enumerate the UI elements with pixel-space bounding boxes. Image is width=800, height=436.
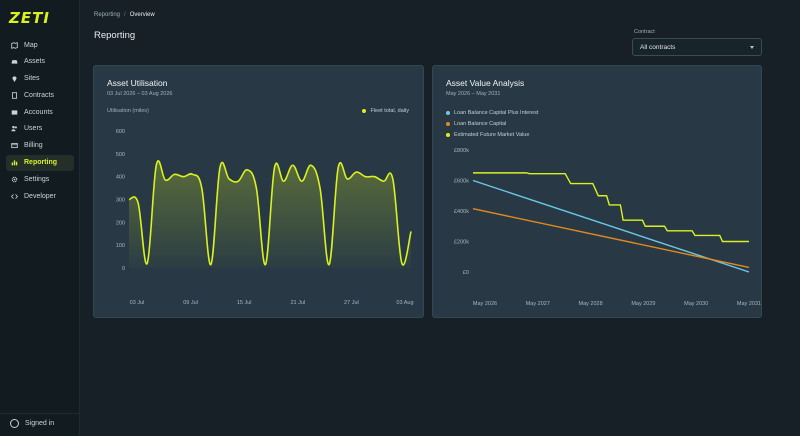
value-analysis-chart: £800k £600k £400k £200k £0 May 2026 May 2027 Ma… [454,148,761,307]
x-tick-label: May 2026 [473,301,497,307]
utilisation-chart: 600 500 400 300 200 100 0 03 Jul 09 Jul 15 Jul 21 … [116,129,414,306]
breadcrumb-parent[interactable]: Reporting [94,12,121,18]
sidebar-item-assets[interactable]: Assets [6,54,74,70]
gear-icon [11,176,18,183]
breadcrumb: Reporting / Overview [94,12,155,18]
x-tick-label: May 2030 [684,301,708,307]
sidebar-item-label: Map [24,41,38,49]
page-title: Reporting [94,30,136,41]
y-tick-label: 100 [116,243,125,249]
contract-select[interactable]: All contracts [632,38,762,56]
signed-in-button[interactable]: Signed in [10,419,54,428]
y-tick-label: £200k [454,240,469,246]
sidebar-item-label: Users [24,125,43,133]
contract-selected-value: All contracts [640,43,676,51]
users-icon [11,125,18,132]
card-subtitle: 03 Jul 2026 – 03 Aug 2026 [107,91,173,97]
chart-legend: Loan Balance Capital Plus Interest Loan … [446,107,538,140]
x-tick-label: 03 Aug [396,300,413,306]
sidebar-item-sites[interactable]: Sites [6,71,74,87]
card-title: Asset Utilisation [107,78,168,88]
sidebar-item-label: Contracts [24,91,54,99]
legend-label: Loan Balance Capital Plus Interest [454,109,539,116]
breadcrumb-separator: / [124,12,126,18]
legend-item[interactable]: Fleet total, daily [362,108,409,114]
x-tick-label: May 2027 [526,301,550,307]
sidebar-item-label: Settings [24,175,50,183]
legend-item[interactable]: Loan Balance Capital Plus Interest [446,107,538,118]
y-tick-label: 0 [122,266,125,272]
code-icon [11,193,18,200]
legend-dot-icon [446,132,450,137]
sidebar-item-accounts[interactable]: Accounts [6,104,74,120]
x-tick-label: 15 Jul [237,300,252,306]
sidebar-item-label: Reporting [24,159,58,167]
contract-label: Contract [634,29,655,35]
sidebar-item-users[interactable]: Users [6,121,74,137]
sidebar-item-label: Accounts [24,108,53,116]
y-axis-label: Utilisation (miles) [107,108,149,114]
sidebar: ZETI Map Assets Sites Contracts Accounts… [0,0,80,436]
sidebar-item-label: Assets [24,58,46,66]
y-tick-label: 200 [116,220,125,226]
y-tick-label: 500 [116,152,125,158]
sidebar-item-settings[interactable]: Settings [6,171,74,187]
legend-dot-icon [446,110,450,115]
card-icon [11,109,18,116]
y-tick-label: 300 [116,198,125,204]
card-subtitle: May 2026 – May 2031 [446,91,501,97]
asset-utilisation-card: Asset Utilisation 03 Jul 2026 – 03 Aug 2… [93,65,424,318]
utilisation-line [128,160,412,266]
legend-label: Loan Balance Capital [454,120,507,127]
map-icon [11,41,18,49]
legend-label: Fleet total, daily [370,108,409,114]
billing-icon [11,142,18,149]
x-tick-label: 27 Jul [344,300,359,306]
asset-value-analysis-card: Asset Value Analysis May 2026 – May 2031… [432,65,762,318]
sidebar-divider [0,413,80,414]
x-tick-label: 03 Jul [130,300,145,306]
user-avatar-icon [10,419,19,428]
y-tick-label: 400 [116,175,125,181]
y-tick-label: £600k [454,179,469,185]
breadcrumb-current: Overview [129,12,155,18]
x-tick-label: 09 Jul [183,300,198,306]
chevron-down-icon [750,45,754,49]
legend-dot-icon [362,109,367,113]
x-tick-label: May 2029 [631,301,655,307]
x-tick-label: May 2031 [737,301,761,307]
pin-icon [11,75,18,83]
sidebar-item-label: Billing [24,142,43,150]
sidebar-item-reporting[interactable]: Reporting [6,154,74,171]
y-tick-label: 600 [116,129,125,135]
car-icon [11,58,18,65]
sidebar-item-label: Developer [24,192,56,200]
y-tick-label: £400k [454,209,469,215]
loan-capital-line [472,208,750,269]
legend-item[interactable]: Loan Balance Capital [446,118,538,129]
sidebar-item-developer[interactable]: Developer [6,188,74,204]
legend-item[interactable]: Estimated Future Market Value [446,129,538,140]
sidebar-item-label: Sites [24,75,40,83]
signed-in-label: Signed in [25,420,55,427]
y-tick-label: £800k [454,148,469,154]
legend-dot-icon [446,121,450,126]
sidebar-item-map[interactable]: Map [6,37,74,53]
card-title: Asset Value Analysis [446,78,525,88]
x-tick-label: 21 Jul [290,300,305,306]
x-tick-label: May 2028 [579,301,603,307]
sidebar-item-billing[interactable]: Billing [6,138,74,154]
loan-capital-plus-interest-line [472,179,750,273]
zeti-logo[interactable]: ZETI [9,9,50,27]
legend-label: Estimated Future Market Value [454,131,530,138]
document-icon [11,92,18,99]
sidebar-nav: Map Assets Sites Contracts Accounts User… [6,37,74,205]
y-tick-label: £0 [463,270,469,276]
sidebar-item-contracts[interactable]: Contracts [6,87,74,103]
bar-chart-icon [11,159,18,166]
market-value-line [473,172,749,243]
utilisation-area [129,160,411,268]
